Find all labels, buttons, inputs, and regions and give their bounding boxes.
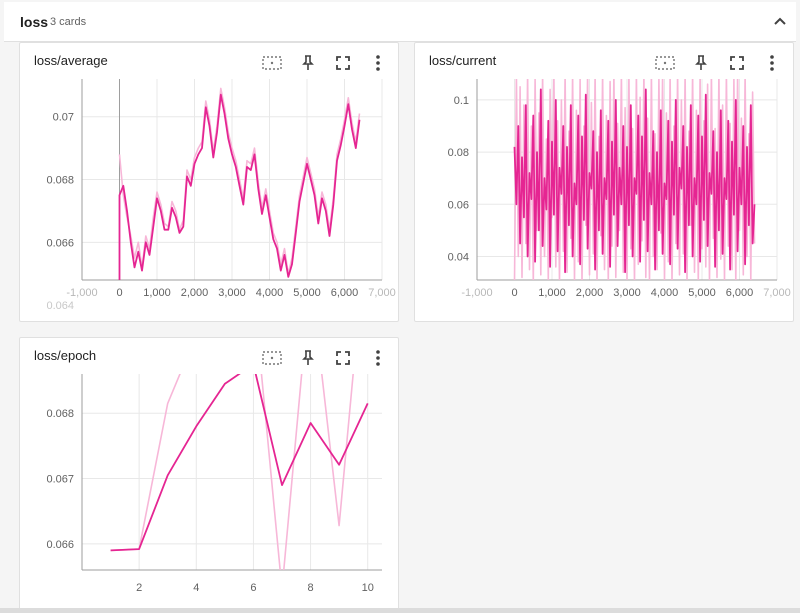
series-raw-line [110, 374, 354, 570]
x-tick-label: 1,000 [143, 287, 171, 299]
x-tick-label: 8 [308, 582, 314, 594]
chart-loss-epoch[interactable]: 2 4 6 8 10 0.066 0.067 0.068 [20, 338, 400, 610]
x-tick-label: 1,000 [538, 287, 566, 299]
pin-icon[interactable] [689, 51, 713, 75]
y-tick-label: 0.066 [46, 237, 74, 249]
card-title: loss/average [34, 53, 108, 68]
y-tick-label: 0.068 [46, 175, 74, 187]
bottom-divider [0, 608, 800, 613]
card-loss-current: loss/current -1,000 0 1,000 2,000 3,000 4,000… [414, 42, 794, 322]
fullscreen-icon[interactable] [331, 51, 355, 75]
card-title: loss/epoch [34, 348, 97, 363]
series-smoothed-line [110, 374, 369, 552]
group-card-count: 3 cards [50, 16, 87, 28]
group-title: loss [20, 14, 49, 30]
data-selection-icon[interactable] [260, 51, 284, 75]
chart-loss-current[interactable]: -1,000 0 1,000 2,000 3,000 4,000 5,000 6,000 7,0… [415, 43, 795, 323]
y-tick-label: 0.07 [53, 112, 74, 124]
x-tick-label: 4 [193, 582, 199, 594]
x-tick-label: 7,000 [368, 287, 396, 299]
y-tick-label: 0.04 [448, 252, 469, 264]
x-tick-label: 4,000 [256, 287, 284, 299]
x-tick-label: 6,000 [726, 287, 754, 299]
y-tick-label: 0.064 [46, 300, 74, 312]
y-tick-label: 0.068 [46, 408, 74, 420]
y-tick-label: 0.06 [448, 199, 469, 211]
series-raw-line [118, 87, 361, 275]
pin-icon[interactable] [296, 51, 320, 75]
card-loss-average: loss/average -1,000 0 1,000 2,000 3,000 4,000… [19, 42, 399, 322]
card-title: loss/current [429, 53, 497, 68]
chart-loss-average[interactable]: -1,000 0 1,000 2,000 3,000 4,000 5,000 6,000 7,0… [20, 43, 400, 323]
x-tick-label: 0 [511, 287, 517, 299]
series-smoothed-line [118, 93, 361, 280]
y-tick-label: 0.067 [46, 474, 74, 486]
more-vert-icon[interactable] [366, 51, 390, 75]
data-selection-icon[interactable] [260, 346, 284, 370]
x-tick-label: 2,000 [576, 287, 604, 299]
y-tick-label: 0.1 [454, 95, 469, 107]
x-tick-label: 2,000 [181, 287, 209, 299]
x-tick-label: 3,000 [613, 287, 641, 299]
fullscreen-icon[interactable] [725, 51, 749, 75]
y-tick-label: 0.066 [46, 539, 74, 551]
x-tick-label: 6,000 [331, 287, 359, 299]
more-vert-icon[interactable] [366, 346, 390, 370]
more-vert-icon[interactable] [760, 51, 784, 75]
x-tick-label: 7,000 [763, 287, 791, 299]
x-tick-label: 5,000 [293, 287, 321, 299]
pin-icon[interactable] [296, 346, 320, 370]
x-tick-label: 2 [136, 582, 142, 594]
series-smoothed-line [513, 88, 756, 274]
y-tick-label: 0.08 [448, 147, 469, 159]
x-tick-label: 4,000 [651, 287, 679, 299]
x-tick-label: 5,000 [688, 287, 716, 299]
fullscreen-icon[interactable] [331, 346, 355, 370]
x-tick-label: -1,000 [66, 287, 97, 299]
group-header[interactable]: loss 3 cards [4, 2, 796, 42]
x-tick-label: -1,000 [461, 287, 492, 299]
x-tick-label: 10 [362, 582, 374, 594]
data-selection-icon[interactable] [653, 51, 677, 75]
card-loss-epoch: loss/epoch 2 4 6 8 10 0.066 0.067 0.068 [19, 337, 399, 613]
x-tick-label: 0 [116, 287, 122, 299]
chevron-up-icon[interactable] [768, 10, 792, 34]
x-tick-label: 3,000 [218, 287, 246, 299]
x-tick-label: 6 [250, 582, 256, 594]
